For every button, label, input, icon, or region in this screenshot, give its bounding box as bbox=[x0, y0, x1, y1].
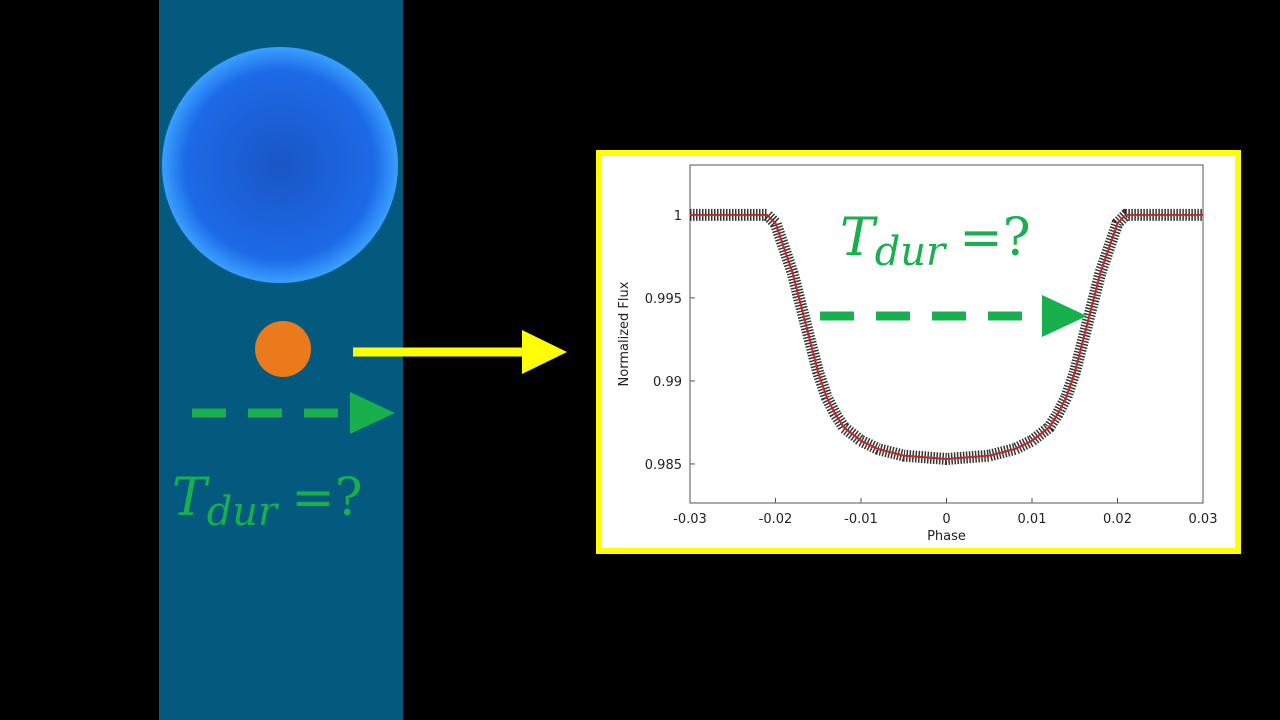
arrow-head bbox=[1042, 295, 1087, 337]
x-axis-label: Phase bbox=[927, 529, 966, 544]
left-arrow bbox=[192, 392, 395, 434]
x-tick-label: 0.02 bbox=[1103, 512, 1132, 527]
arrow-head bbox=[522, 330, 567, 374]
y-tick-label: 1 bbox=[674, 209, 682, 224]
arrow-head bbox=[350, 392, 395, 434]
subscript: dur bbox=[875, 229, 948, 275]
y-tick-label: 0.995 bbox=[645, 292, 682, 307]
model-line bbox=[690, 213, 1203, 460]
duration-label: Tdur =? bbox=[172, 468, 363, 535]
symbol: T bbox=[840, 208, 878, 268]
x-tick-label: -0.02 bbox=[759, 512, 793, 527]
chart-frame bbox=[596, 150, 1241, 554]
x-tick-label: -0.03 bbox=[673, 512, 707, 527]
sun bbox=[162, 47, 398, 283]
x-tick-label: 0 bbox=[942, 512, 950, 527]
y-tick-label: 0.99 bbox=[653, 375, 682, 390]
suffix: =? bbox=[291, 468, 362, 528]
y-axis-label: Normalized Flux bbox=[617, 281, 632, 386]
yellow-arrow bbox=[353, 330, 567, 374]
chart: -0.03 -0.02 -0.01 0 0.01 0.02 0.03 0.985 0.99 0.9… bbox=[617, 164, 1218, 544]
suffix: =? bbox=[959, 208, 1030, 268]
y-tick-label: 0.985 bbox=[645, 458, 682, 473]
chart-arrow bbox=[820, 295, 1087, 337]
x-tick-label: 0.03 bbox=[1189, 512, 1218, 527]
symbol: T bbox=[172, 468, 210, 528]
subscript: dur bbox=[207, 489, 280, 535]
planet bbox=[255, 321, 311, 377]
x-tick-label: 0.01 bbox=[1018, 512, 1047, 527]
duration-label: Tdur =? bbox=[840, 208, 1031, 275]
x-tick-label: -0.01 bbox=[844, 512, 878, 527]
